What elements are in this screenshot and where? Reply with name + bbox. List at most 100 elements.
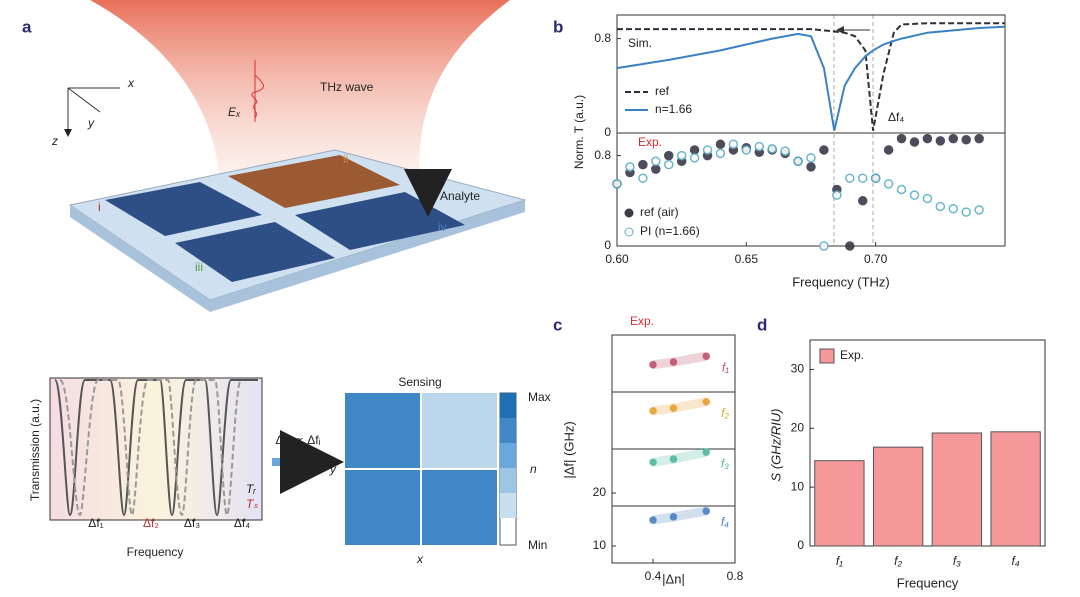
y-tick-label: 10	[593, 538, 607, 552]
data-point	[896, 184, 907, 195]
sensing-title: Sensing	[398, 375, 441, 389]
bar	[931, 432, 983, 547]
x-tick-label: 0.60	[605, 252, 629, 266]
sample-label: Tₛ	[246, 497, 258, 511]
data-point	[909, 190, 920, 200]
series-line	[617, 22, 1005, 131]
data-point	[909, 137, 920, 147]
data-point	[689, 153, 700, 163]
data-point	[896, 133, 907, 144]
colorbar-step	[500, 443, 516, 468]
y-axis-label: S (GHz/RIU)	[768, 409, 783, 482]
substrate-edge	[70, 200, 525, 312]
region-label: iv	[438, 220, 447, 234]
data-point	[638, 173, 648, 183]
data-point	[793, 156, 803, 166]
region-label: i	[98, 200, 101, 214]
x-axis-label: Frequency	[897, 575, 959, 590]
data-point	[845, 173, 855, 183]
data-point	[961, 135, 971, 145]
x-tick-label: f₃	[953, 554, 961, 568]
schematic-bg	[50, 378, 262, 520]
plot-frame	[809, 339, 1046, 547]
data-point	[612, 179, 622, 189]
field-label: Eₓ	[228, 105, 241, 119]
shift-label: Δf₂	[143, 516, 159, 530]
data-point	[767, 144, 777, 154]
sensing-cell	[345, 393, 420, 468]
data-point	[651, 164, 661, 174]
axis-label: z	[51, 134, 58, 148]
axis-label: x	[127, 76, 135, 90]
sensing-cell	[422, 393, 497, 468]
x-tick-label: 0.4	[645, 569, 662, 583]
panel-label: c	[553, 315, 562, 334]
annotation: Exp.	[630, 314, 654, 328]
data-point	[819, 241, 829, 251]
data-point	[806, 162, 816, 172]
y-tick-label: 0.8	[594, 31, 611, 45]
data-point	[689, 145, 700, 155]
schematic-curve	[59, 379, 242, 517]
sensing-cell	[345, 470, 420, 545]
data-point	[702, 398, 711, 406]
series-label: f₃	[721, 456, 729, 470]
fit-line	[652, 447, 708, 467]
data-point	[948, 203, 959, 214]
sensing-x-label: x	[416, 552, 424, 566]
legend-label: ref (air)	[640, 205, 679, 219]
schematic-frame	[49, 377, 263, 521]
data-point	[649, 360, 657, 369]
data-point	[832, 190, 842, 200]
plot-frame	[616, 132, 1006, 247]
bar	[872, 446, 924, 547]
panel-label: a	[22, 17, 32, 36]
data-point	[702, 352, 711, 360]
data-point	[669, 358, 678, 366]
data-point	[948, 133, 959, 144]
data-point	[935, 201, 946, 212]
series-label: f₄	[721, 515, 729, 529]
data-point	[663, 150, 674, 161]
legend-swatch	[624, 227, 634, 237]
x-tick-label: f₄	[1012, 554, 1020, 568]
axes-arrows	[68, 87, 120, 135]
x-tick-label: f₁	[836, 554, 843, 568]
data-point	[669, 513, 678, 521]
legend-label: PI (n=1.66)	[640, 224, 700, 238]
wave-label: THz wave	[320, 80, 374, 94]
tile-iii	[175, 222, 335, 282]
data-point	[715, 148, 726, 159]
data-point	[649, 458, 657, 467]
x-tick-label: 0.70	[864, 252, 888, 266]
data-point	[715, 139, 726, 150]
sensing-cell	[422, 470, 497, 545]
data-point	[669, 455, 678, 463]
tile-ii	[228, 155, 400, 208]
axis-label: y	[87, 116, 95, 130]
y-tick-label: 0.8	[594, 148, 611, 162]
colorbar-step	[500, 418, 516, 443]
legend-label: ref	[655, 84, 670, 98]
data-point	[649, 407, 657, 415]
sensing-y-label: y	[329, 462, 337, 476]
schematic-x-label: Frequency	[127, 545, 184, 559]
y-tick-label: 0	[797, 538, 804, 552]
legend-swatch	[624, 208, 634, 218]
colorbar-label: n	[530, 462, 537, 476]
data-point	[922, 133, 933, 144]
thz-beam	[90, 0, 510, 195]
data-point	[754, 141, 765, 152]
data-point	[728, 139, 739, 150]
shift-label: Δf₄	[234, 516, 250, 530]
y-tick-label: 20	[593, 485, 607, 499]
data-point	[702, 507, 711, 515]
fit-line	[652, 351, 708, 370]
data-point	[974, 133, 984, 144]
data-point	[676, 150, 687, 161]
data-point	[845, 241, 855, 251]
x-axis-label: Frequency (THz)	[792, 274, 890, 289]
y-tick-label: 0	[604, 238, 611, 252]
y-tick-label: 20	[791, 420, 805, 434]
